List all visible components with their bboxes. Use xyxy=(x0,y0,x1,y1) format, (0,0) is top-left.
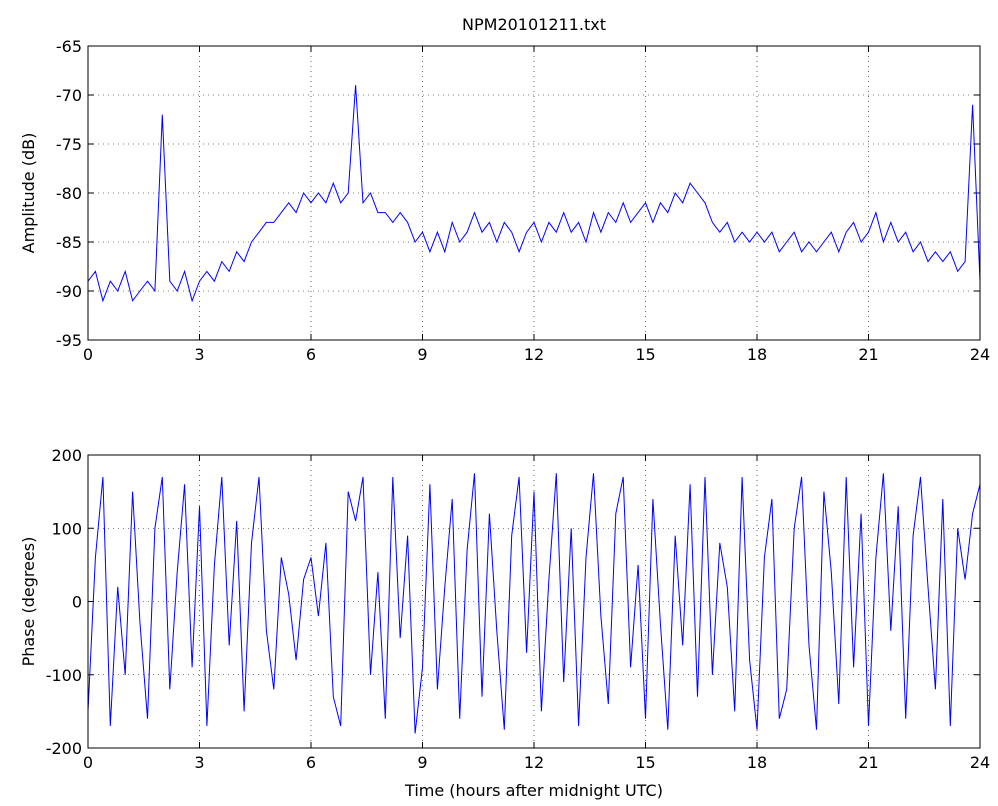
x-tick-label: 0 xyxy=(83,345,93,364)
data-line xyxy=(87,473,981,734)
chart-title: NPM20101211.txt xyxy=(462,15,606,34)
x-tick-label: 6 xyxy=(306,345,316,364)
x-tick-label: 6 xyxy=(306,753,316,772)
x-tick-label: 24 xyxy=(970,753,990,772)
x-tick-label: 15 xyxy=(635,345,655,364)
y-axis-label: Amplitude (dB) xyxy=(19,133,38,254)
x-tick-label: 3 xyxy=(194,345,204,364)
x-tick-label: 21 xyxy=(858,753,878,772)
y-tick-label: -200 xyxy=(46,739,82,758)
y-tick-label: 200 xyxy=(51,446,82,465)
data-line xyxy=(87,85,981,303)
x-tick-label: 24 xyxy=(970,345,990,364)
y-tick-label: -95 xyxy=(56,331,82,350)
x-tick-label: 9 xyxy=(417,345,427,364)
y-tick-label: -80 xyxy=(56,184,82,203)
x-tick-label: 12 xyxy=(524,753,544,772)
axes-box xyxy=(87,45,981,341)
y-tick-label: -85 xyxy=(56,233,82,252)
x-tick-label: 0 xyxy=(83,753,93,772)
y-tick-label: 100 xyxy=(51,519,82,538)
x-tick-label: 12 xyxy=(524,345,544,364)
y-tick-label: -65 xyxy=(56,37,82,56)
axes-box xyxy=(87,454,981,749)
x-axis-label: Time (hours after midnight UTC) xyxy=(404,781,663,800)
y-axis-label: Phase (degrees) xyxy=(19,537,38,667)
y-tick-label: -100 xyxy=(46,666,82,685)
y-tick-label: 0 xyxy=(72,593,82,612)
x-tick-label: 21 xyxy=(858,345,878,364)
x-tick-label: 18 xyxy=(747,345,767,364)
y-tick-label: -70 xyxy=(56,86,82,105)
x-tick-label: 18 xyxy=(747,753,767,772)
x-tick-label: 3 xyxy=(194,753,204,772)
x-tick-label: 9 xyxy=(417,753,427,772)
x-tick-label: 15 xyxy=(635,753,655,772)
y-tick-label: -75 xyxy=(56,135,82,154)
y-tick-label: -90 xyxy=(56,282,82,301)
